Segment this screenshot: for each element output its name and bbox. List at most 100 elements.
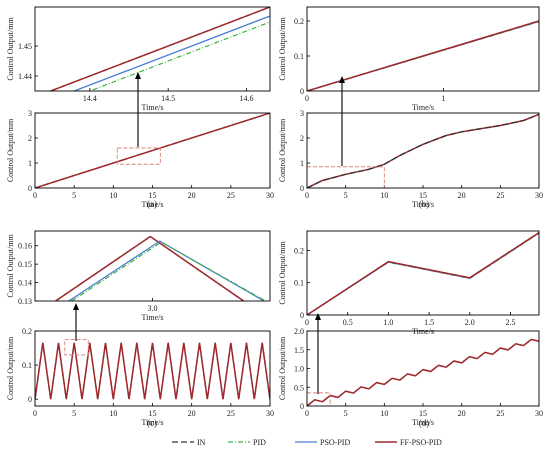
x-tick-label: 25 xyxy=(227,409,235,418)
y-tick-label: 2 xyxy=(300,134,304,143)
y-tick-label: 0 xyxy=(28,184,32,193)
series-line-ff-pso-pid xyxy=(55,235,245,301)
y-tick-label: 0.2 xyxy=(294,246,304,255)
x-tick-label: 1.5 xyxy=(424,318,434,327)
x-axis-label: Time/s xyxy=(412,103,434,112)
y-tick-label: 0.13 xyxy=(18,297,32,306)
x-tick-label: 0.5 xyxy=(343,318,353,327)
zoom-box xyxy=(116,147,161,165)
x-tick-label: 20 xyxy=(188,191,196,200)
x-tick-label: 10 xyxy=(109,191,117,200)
x-axis-label: Time/s xyxy=(142,200,164,209)
zoom-arrow-c-head xyxy=(73,303,79,310)
x-tick-label: 15 xyxy=(149,191,157,200)
x-tick-label: 20 xyxy=(458,191,466,200)
x-tick-label: 14.4 xyxy=(83,94,97,103)
x-tick-label: 14.5 xyxy=(161,94,175,103)
series-line-ff-pso-pid xyxy=(307,338,539,406)
x-tick-label: 0 xyxy=(305,409,309,418)
plot-frame xyxy=(306,230,540,316)
y-axis-label: Control Output/mm xyxy=(278,241,287,305)
series-line-pid xyxy=(307,232,539,315)
x-tick-label: 2.0 xyxy=(465,318,475,327)
y-tick-label: 1 xyxy=(300,159,304,168)
x-tick-label: 20 xyxy=(458,409,466,418)
series-line-ff-pso-pid xyxy=(48,7,270,91)
series-line-pso-pid xyxy=(68,240,265,301)
x-tick-label: 5 xyxy=(344,191,348,200)
x-axis-label: Time/s xyxy=(412,327,434,336)
zoom-arrow-b-head xyxy=(339,76,345,83)
y-tick-label: 0 xyxy=(300,311,304,320)
x-tick-label: 1 xyxy=(441,94,445,103)
x-tick-label: 15 xyxy=(419,409,427,418)
zoom-box xyxy=(306,166,385,189)
series-line-pid xyxy=(88,21,270,91)
x-axis-label: Time/s xyxy=(142,103,164,112)
plot-frame xyxy=(34,330,271,407)
y-tick-label: 1.5 xyxy=(294,346,304,355)
plot-frame xyxy=(306,330,540,407)
y-tick-label: 0.14 xyxy=(18,279,32,288)
x-tick-label: 25 xyxy=(496,409,504,418)
panel-label-d: (d) xyxy=(419,418,430,428)
y-tick-label: 1.44 xyxy=(18,72,32,81)
zoom-arrow-d-head xyxy=(315,313,321,320)
y-tick-label: 0.1 xyxy=(294,52,304,61)
y-tick-label: 0.1 xyxy=(294,279,304,288)
y-tick-label: 3 xyxy=(28,109,32,118)
x-tick-label: 5 xyxy=(344,409,348,418)
y-tick-label: 1.45 xyxy=(18,42,32,51)
x-axis-label: Time/s xyxy=(142,418,164,427)
panel-label-c: (c) xyxy=(147,418,157,428)
series-line-pso-pid xyxy=(307,232,539,315)
y-axis-label: Control Output/mm xyxy=(6,234,15,298)
x-tick-label: 5 xyxy=(72,409,76,418)
x-tick-label: 0 xyxy=(33,191,37,200)
y-tick-label: 0 xyxy=(300,184,304,193)
x-tick-label: 5 xyxy=(72,191,76,200)
y-tick-label: 0.16 xyxy=(18,242,32,251)
plot-frame xyxy=(34,112,271,189)
panel-label-b: (b) xyxy=(419,199,430,209)
y-tick-label: 2 xyxy=(28,134,32,143)
x-tick-label: 0 xyxy=(305,318,309,327)
series-line-pid xyxy=(71,241,266,301)
series-line-ff-pso-pid xyxy=(35,113,270,188)
y-tick-label: 0 xyxy=(28,395,32,404)
x-tick-label: 2.5 xyxy=(506,318,516,327)
zoom-arrow-a-head xyxy=(135,72,141,79)
y-axis-label: Control Output/mm xyxy=(278,17,287,81)
legend-label-pid: PID xyxy=(253,438,266,447)
x-tick-label: 25 xyxy=(227,191,235,200)
x-tick-label: 0 xyxy=(33,409,37,418)
x-tick-label: 30 xyxy=(266,409,274,418)
x-tick-label: 30 xyxy=(535,409,543,418)
x-tick-label: 30 xyxy=(266,191,274,200)
y-tick-label: 0.2 xyxy=(22,327,32,336)
plot-frame xyxy=(34,230,271,302)
y-tick-label: 1.0 xyxy=(294,365,304,374)
y-tick-label: 0.5 xyxy=(294,383,304,392)
x-tick-label: 14.6 xyxy=(240,94,254,103)
x-tick-label: 0 xyxy=(305,94,309,103)
plot-frame xyxy=(34,6,271,92)
y-axis-label: Control Output/mm xyxy=(6,17,15,81)
series-line-ff-pso-pid xyxy=(307,20,539,91)
panel-label-a: (a) xyxy=(147,199,157,209)
x-tick-label: 15 xyxy=(149,409,157,418)
series-line-in xyxy=(307,232,539,315)
x-tick-label: 3.0 xyxy=(148,304,158,313)
x-tick-label: 25 xyxy=(496,191,504,200)
y-tick-label: 2.0 xyxy=(294,327,304,336)
x-axis-label: Time/s xyxy=(412,200,434,209)
y-tick-label: 0.15 xyxy=(18,260,32,269)
x-axis-label: Time/s xyxy=(142,313,164,322)
zoom-box xyxy=(64,339,89,356)
x-tick-label: 20 xyxy=(188,409,196,418)
series-line-in xyxy=(307,113,539,188)
y-tick-label: 0.2 xyxy=(294,17,304,26)
y-tick-label: 1 xyxy=(28,159,32,168)
y-tick-label: 0.1 xyxy=(22,361,32,370)
